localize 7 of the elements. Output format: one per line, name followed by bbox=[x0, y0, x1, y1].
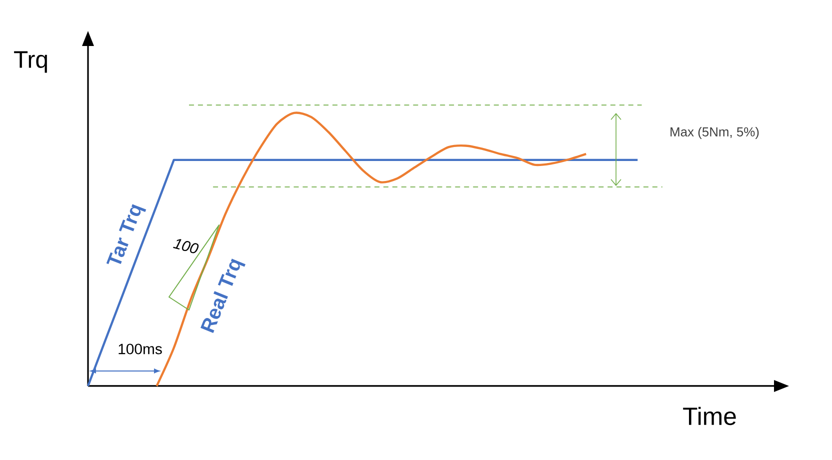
annotation: 100 bbox=[173, 239, 199, 254]
text: Tar Trq bbox=[106, 204, 146, 264]
x-axis-title: Time bbox=[683, 406, 736, 426]
y-axis-title: Trq bbox=[14, 51, 47, 73]
text: Max (5Nm, 5%) bbox=[670, 126, 759, 140]
annotation: 100ms bbox=[118, 344, 162, 354]
text: Real Trq bbox=[200, 258, 246, 334]
